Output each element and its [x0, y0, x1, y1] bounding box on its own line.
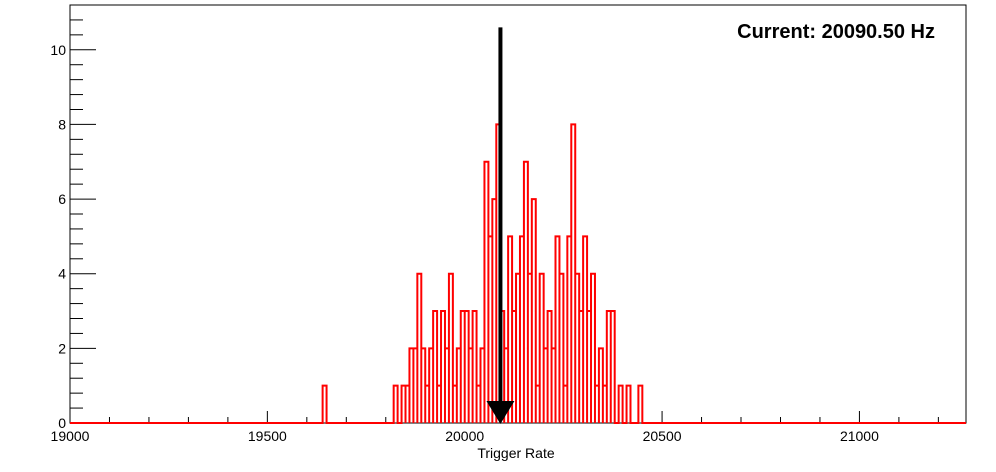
- x-tick-label: 19000: [51, 428, 90, 444]
- x-tick-label: 19500: [248, 428, 287, 444]
- y-tick-label: 4: [58, 266, 66, 282]
- y-tick-label: 0: [58, 415, 66, 431]
- y-tick-label: 8: [58, 116, 66, 132]
- x-tick-label: 20000: [445, 428, 484, 444]
- histogram-line: [70, 123, 966, 424]
- y-tick-label: 10: [50, 42, 66, 58]
- y-tick-label: 2: [58, 340, 66, 356]
- current-value-arrow: [486, 27, 515, 424]
- x-tick-label: 20500: [643, 428, 682, 444]
- plot-frame: [69, 4, 967, 424]
- axis-tick-labels: 19000 19500 20000 20500 21000 0 2 4 6 8 10: [50, 42, 879, 444]
- x-axis-title: Trigger Rate: [477, 445, 555, 461]
- current-rate-label: Current: 20090.50 Hz: [737, 21, 935, 43]
- y-tick-label: 6: [58, 191, 66, 207]
- arrow-head: [486, 401, 515, 424]
- x-tick-label: 21000: [840, 428, 879, 444]
